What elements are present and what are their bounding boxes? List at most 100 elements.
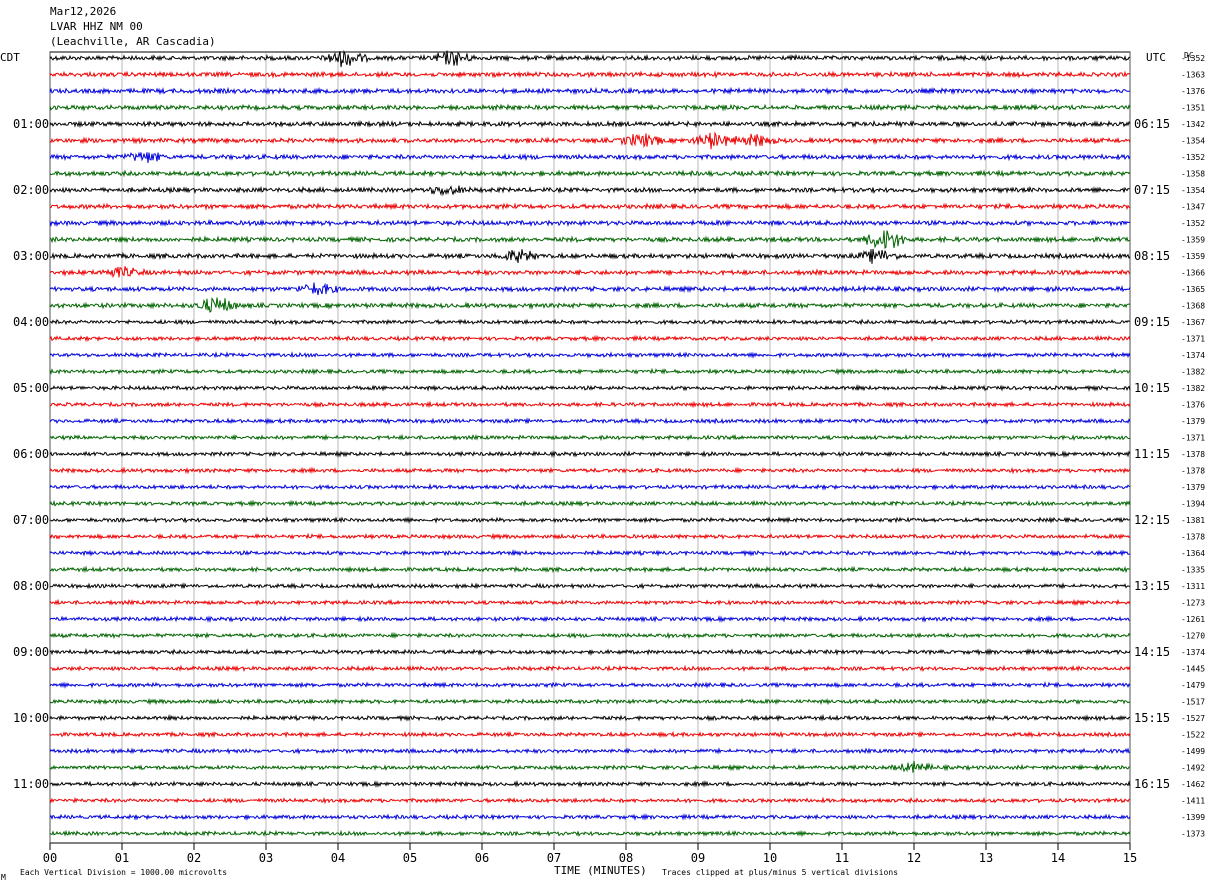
trace-27 [49, 482, 1131, 492]
clip-note: Traces clipped at plus/minus 5 vertical … [662, 868, 898, 877]
trace-44 [49, 760, 1131, 773]
scale-note: Each Vertical Division = 1000.00 microvo… [20, 868, 227, 877]
trace-41 [49, 713, 1131, 722]
trace-21 [49, 384, 1131, 392]
right-axis-title: UTC [1146, 51, 1166, 64]
cdt-hour-label: 02:00 [13, 183, 49, 197]
trace-22 [49, 400, 1131, 409]
dc-offset-label: -1366 [1181, 269, 1205, 278]
x-axis-title: TIME (MINUTES) [554, 864, 647, 877]
trace-40 [49, 697, 1131, 706]
trace-20 [49, 367, 1131, 376]
dc-offset-label: -1379 [1181, 483, 1205, 492]
dc-offset-label: -1373 [1181, 830, 1205, 839]
dc-offset-label: -1479 [1181, 681, 1205, 690]
utc-hour-label: 15:15 [1134, 711, 1170, 725]
dc-offset-label: -1522 [1181, 731, 1205, 740]
utc-hour-label: 09:15 [1134, 315, 1170, 329]
trace-43 [49, 747, 1131, 755]
x-tick-label: 13 [979, 851, 993, 865]
trace-45 [49, 779, 1131, 788]
dc-offset-label: -1352 [1181, 54, 1205, 63]
dc-offset-label: -1363 [1181, 71, 1205, 80]
cdt-hour-label: 03:00 [13, 249, 49, 263]
x-tick-label: 04 [331, 851, 345, 865]
trace-9 [49, 185, 1131, 197]
x-tick-label: 09 [691, 851, 705, 865]
header-location: (Leachville, AR Cascadia) [50, 35, 216, 48]
trace-39 [49, 681, 1131, 689]
minute-gridlines [49, 52, 1131, 843]
trace-23 [49, 417, 1131, 425]
cdt-hour-label: 07:00 [13, 513, 49, 527]
dc-offset-label: -1352 [1181, 153, 1205, 162]
utc-hour-label: 16:15 [1134, 777, 1170, 791]
trace-35 [49, 614, 1130, 623]
trace-47 [49, 813, 1131, 822]
dc-offset-label: -1378 [1181, 450, 1205, 459]
dc-offset-label: -1382 [1181, 384, 1205, 393]
trace-15 [49, 282, 1131, 296]
trace-8 [49, 169, 1131, 178]
trace-11 [49, 218, 1131, 228]
x-tick-label: 03 [259, 851, 273, 865]
dc-offset-label: -1261 [1181, 615, 1205, 624]
trace-16 [49, 297, 1131, 313]
header-station: LVAR HHZ NM 00 [50, 20, 143, 33]
trace-5 [49, 119, 1131, 129]
dc-offset-label: -1374 [1181, 648, 1205, 657]
dc-offset-label: -1273 [1181, 599, 1205, 608]
seismic-traces [49, 49, 1131, 838]
dc-offset-label: -1359 [1181, 236, 1205, 245]
trace-4 [49, 103, 1131, 112]
trace-17 [49, 317, 1131, 326]
corner-mark: M [1, 873, 6, 882]
dc-offset-labels: -1352 -1363 -1376 -1351 -1342 -1354 -1352 -1358… [1181, 54, 1205, 839]
trace-48 [49, 829, 1131, 838]
dc-offset-label: -1342 [1181, 120, 1205, 129]
cdt-hour-label: 05:00 [13, 381, 49, 395]
utc-hour-label: 12:15 [1134, 513, 1170, 527]
dc-offset-label: -1352 [1181, 219, 1205, 228]
dc-offset-label: -1374 [1181, 351, 1205, 360]
dc-offset-label: -1492 [1181, 764, 1205, 773]
trace-10 [49, 202, 1131, 211]
plot-frame [49, 51, 1131, 844]
dc-offset-label: -1382 [1181, 368, 1205, 377]
dc-offset-label: -1527 [1181, 714, 1205, 723]
dc-offset-label: -1347 [1181, 203, 1205, 212]
dc-offset-label: -1351 [1181, 104, 1205, 113]
dc-offset-label: -1368 [1181, 302, 1205, 311]
trace-34 [49, 598, 1131, 607]
dc-offset-label: -1311 [1181, 582, 1205, 591]
cdt-hour-label: 09:00 [13, 645, 49, 659]
x-tick-label: 07 [547, 851, 561, 865]
utc-hour-label: 14:15 [1134, 645, 1170, 659]
trace-25 [49, 450, 1131, 458]
trace-18 [49, 334, 1131, 343]
trace-12 [49, 230, 1131, 250]
dc-offset-label: -1399 [1181, 813, 1205, 822]
dc-offset-label: -1354 [1181, 186, 1205, 195]
trace-38 [50, 664, 1131, 673]
trace-19 [49, 351, 1131, 359]
utc-time-labels: 06:15 07:15 08:15 09:15 10:15 11:15 12:15 13:15… [1134, 117, 1170, 791]
trace-14 [49, 266, 1131, 279]
dc-offset-label: -1499 [1181, 747, 1205, 756]
x-tick-label: 06 [475, 851, 489, 865]
trace-33 [50, 582, 1131, 590]
cdt-hour-label: 01:00 [13, 117, 49, 131]
trace-28 [49, 499, 1131, 508]
cdt-hour-label: 11:00 [13, 777, 49, 791]
dc-offset-label: -1367 [1181, 318, 1205, 327]
utc-hour-label: 10:15 [1134, 381, 1170, 395]
dc-offset-label: -1358 [1181, 170, 1205, 179]
x-tick-label: 02 [187, 851, 201, 865]
x-tick-label: 15 [1123, 851, 1137, 865]
utc-hour-label: 13:15 [1134, 579, 1170, 593]
header-date: Mar12,2026 [50, 5, 117, 18]
dc-offset-label: -1371 [1181, 335, 1205, 344]
dc-offset-label: -1381 [1181, 516, 1205, 525]
dc-offset-label: -1379 [1181, 417, 1205, 426]
utc-hour-label: 07:15 [1134, 183, 1170, 197]
